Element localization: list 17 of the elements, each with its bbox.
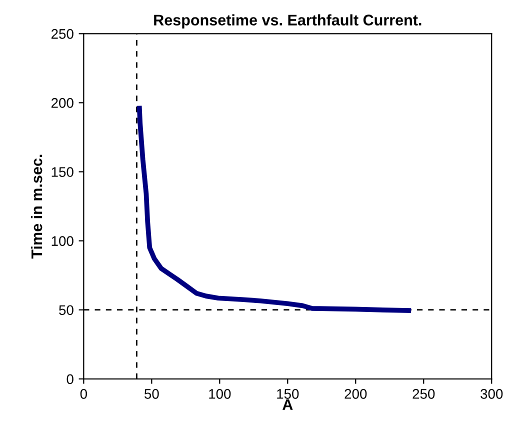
x-tick-label: 50 (144, 388, 159, 399)
y-tick-label: 250 (51, 29, 74, 39)
x-tick-label: 200 (344, 388, 367, 399)
y-tick-label: 200 (51, 98, 74, 108)
line-series (137, 106, 412, 313)
x-axis-title: A (282, 399, 293, 410)
y-axis-title: Time in m.sec. (30, 154, 42, 259)
x-tick-label: 100 (209, 388, 231, 399)
chart-title: Responsetime vs. Earthfault Current. (154, 14, 422, 29)
x-tick-label: 250 (412, 388, 435, 399)
x-tick-label: 150 (277, 388, 299, 399)
y-tick-label: 150 (52, 167, 74, 177)
y-tick-label: 50 (59, 305, 74, 316)
x-tick-label: 0 (80, 388, 87, 399)
x-tick-label: 300 (480, 388, 503, 399)
y-tick-label: 100 (52, 236, 74, 246)
y-tick-label: 0 (66, 374, 74, 384)
